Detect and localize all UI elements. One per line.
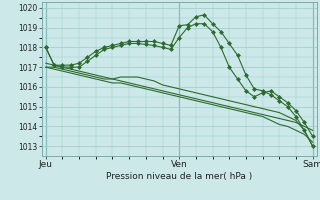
X-axis label: Pression niveau de la mer( hPa ): Pression niveau de la mer( hPa ): [106, 172, 252, 181]
